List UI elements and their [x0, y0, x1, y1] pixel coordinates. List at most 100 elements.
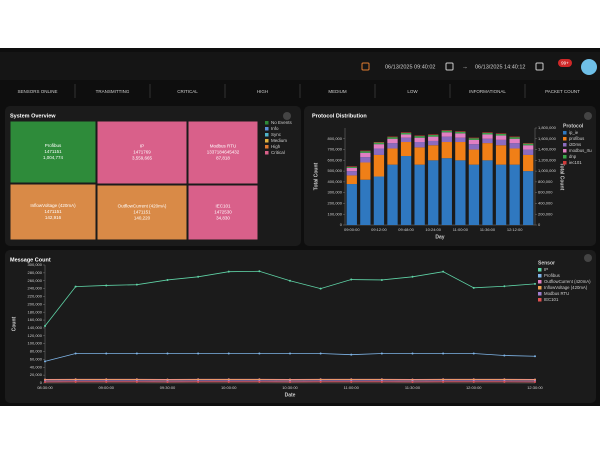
- point: [534, 381, 536, 383]
- bar-segment: [428, 137, 438, 141]
- bar-segment: [455, 132, 465, 134]
- y2-tick-label: 400,000: [538, 201, 553, 206]
- bar-segment: [414, 142, 424, 147]
- y-tick-label: 80,000: [30, 349, 43, 354]
- legend-label: InflowVoltage (420mA): [544, 285, 588, 290]
- legend-swatch: [538, 292, 542, 296]
- menu-button[interactable]: [283, 112, 291, 120]
- bar-segment: [455, 142, 465, 160]
- legend-label: modbus_rtu: [569, 148, 592, 153]
- bar-segment: [360, 157, 370, 162]
- panel-title: System Overview: [10, 113, 56, 119]
- point: [442, 353, 444, 355]
- bar-segment: [401, 134, 411, 137]
- point: [350, 279, 352, 281]
- y-tick-label: 120,000: [28, 333, 43, 338]
- legend-swatch: [563, 155, 567, 159]
- stat-label: CRITICAL: [177, 89, 198, 94]
- date-from[interactable]: 06/13/2025 09:40:02: [385, 64, 435, 70]
- legend-swatch: [265, 151, 269, 155]
- y-tick-label: 180,000: [28, 309, 43, 314]
- bar-segment: [482, 143, 492, 160]
- bar-segment: [455, 160, 465, 225]
- x-tick-label: 11:00:00: [344, 385, 360, 390]
- date-to[interactable]: 06/13/2025 14:40:12: [475, 64, 525, 70]
- legend-title: Sensor: [538, 260, 555, 266]
- bar-segment: [374, 142, 384, 143]
- point: [228, 353, 230, 355]
- legend-swatch: [563, 137, 567, 141]
- bar-segment: [347, 175, 357, 184]
- bar-segment: [496, 136, 506, 140]
- y2-tick-label: 800,000: [538, 179, 553, 184]
- legend-swatch: [538, 280, 542, 284]
- point: [167, 279, 169, 281]
- cell-name: Modbus RTU: [210, 144, 236, 149]
- bar-segment: [523, 145, 533, 149]
- point: [44, 325, 46, 327]
- legend-label: OutflowCurrent (420mA): [544, 279, 591, 284]
- point: [167, 353, 169, 355]
- point: [228, 271, 230, 273]
- y-tick-label: 40,000: [30, 364, 43, 369]
- legend-label: High: [271, 144, 281, 149]
- stat-label: PACKET COUNT: [545, 89, 580, 94]
- point: [442, 381, 444, 383]
- legend-swatch: [265, 139, 269, 143]
- point: [197, 381, 199, 383]
- point: [381, 381, 383, 383]
- x-tick-label: 12:12:00: [507, 227, 523, 232]
- x-tick-label: 10:00:00: [221, 385, 237, 390]
- bar-segment: [455, 133, 465, 137]
- bar-segment: [482, 133, 492, 135]
- legend-swatch: [538, 298, 542, 302]
- cell-name: Profibus: [45, 143, 62, 148]
- cell-value: 3,559,665: [132, 156, 153, 161]
- point: [167, 381, 169, 383]
- y-tick-label: 260,000: [28, 278, 43, 283]
- y-tick-label: 140,000: [28, 325, 43, 330]
- point: [75, 353, 77, 355]
- point: [503, 381, 505, 383]
- cell-value: 142,916: [45, 215, 62, 220]
- bar-segment: [496, 145, 506, 164]
- bar-segment: [347, 171, 357, 175]
- bar-segment: [428, 141, 438, 145]
- stat-label: MEDIUM: [328, 89, 346, 94]
- point: [412, 276, 414, 278]
- point: [473, 287, 475, 289]
- x-tick-label: 09:00:00: [344, 227, 360, 232]
- x-tick-label: 11:00:00: [453, 227, 469, 232]
- panel-title: Protocol Distribution: [312, 113, 367, 119]
- legend-label: Modbus RTU: [544, 291, 569, 296]
- bar-segment: [360, 151, 370, 152]
- cell-value: 140,220: [134, 216, 151, 221]
- legend-title: Protocol: [563, 123, 584, 129]
- bar-segment: [347, 167, 357, 168]
- bar-segment: [374, 155, 384, 177]
- y2-tick-label: 1,800,000: [538, 125, 557, 130]
- legend-label: Info: [271, 126, 279, 131]
- legend-label: Medium: [271, 138, 287, 143]
- bar-segment: [414, 165, 424, 225]
- bar-segment: [414, 136, 424, 138]
- cell-name: IEC101: [215, 204, 231, 209]
- point: [258, 353, 260, 355]
- point: [503, 285, 505, 287]
- legend-swatch: [265, 145, 269, 149]
- bar-segment: [414, 147, 424, 164]
- point: [44, 381, 46, 383]
- legend-swatch: [563, 149, 567, 153]
- bar-segment: [523, 143, 533, 144]
- bar-segment: [469, 140, 479, 144]
- legend-swatch: [563, 143, 567, 147]
- legend-label: IEC101: [544, 297, 559, 302]
- point: [534, 355, 536, 357]
- legend-swatch: [265, 133, 269, 137]
- menu-button[interactable]: [584, 112, 592, 120]
- menu-button[interactable]: [584, 254, 592, 262]
- bar-segment: [469, 144, 479, 149]
- point: [258, 381, 260, 383]
- avatar[interactable]: [581, 59, 597, 75]
- cell-value: 1472530: [214, 210, 232, 215]
